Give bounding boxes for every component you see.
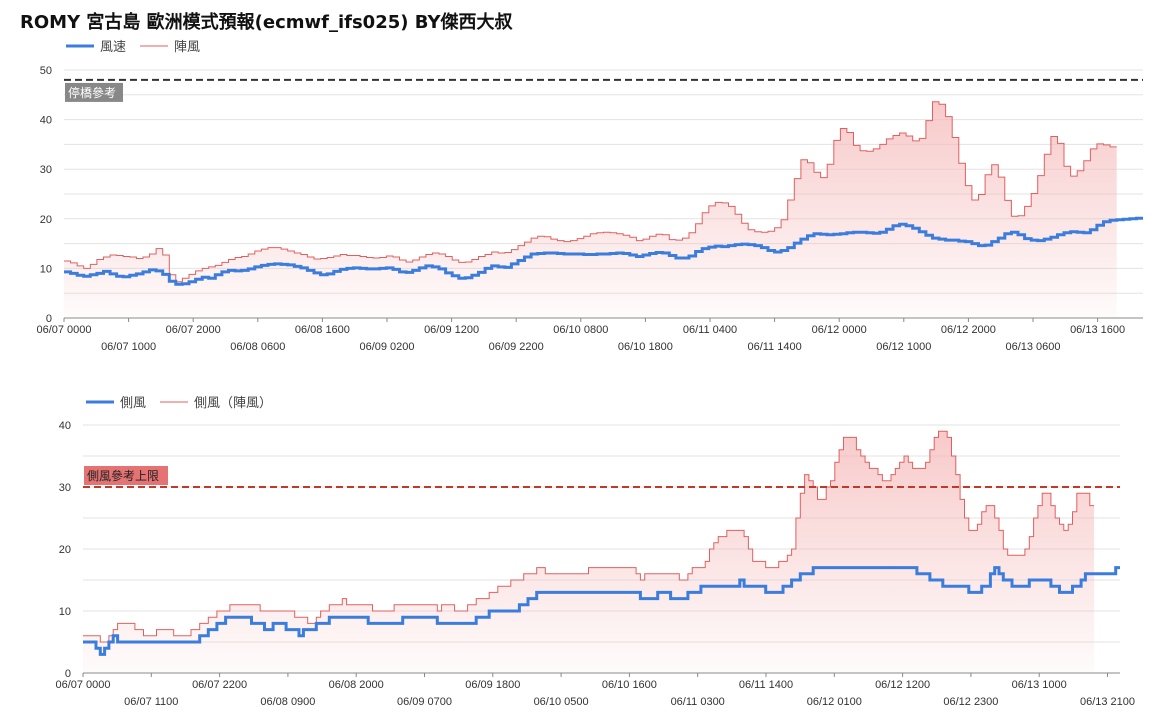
y-tick-label: 20	[40, 214, 52, 226]
x-tick-label: 06/11 1400	[747, 341, 801, 353]
x-tick-label: 06/09 0200	[359, 341, 414, 353]
legend-label-0-base: 風速	[100, 40, 126, 55]
x-tick-label: 06/13 2100	[1080, 696, 1135, 708]
reference-label-bg	[84, 466, 168, 485]
x-tick-label: 06/11 0300	[671, 696, 725, 708]
x-tick-label: 06/08 2000	[329, 679, 384, 691]
x-tick-label: 06/07 0000	[55, 679, 110, 691]
x-tick-label: 06/12 1200	[875, 679, 930, 691]
y-tick-label: 30	[59, 482, 71, 494]
y-tick-label: 50	[40, 65, 52, 77]
x-tick-label: 06/08 0600	[230, 341, 285, 353]
page-title: ROMY 宮古島 歐洲模式預報(ecmwf_ifs025) BY傑西大叔	[20, 12, 513, 33]
x-tick-label: 06/09 0700	[397, 696, 452, 708]
x-tick-label: 06/12 2000	[941, 324, 996, 336]
reference-label-bg	[65, 82, 123, 102]
reference-label: 側風參考上限	[87, 468, 159, 483]
x-tick-label: 06/12 0000	[812, 324, 867, 336]
x-tick-label: 06/10 1600	[602, 679, 657, 691]
y-tick-label: 0	[46, 313, 52, 325]
x-tick-label: 06/12 1000	[876, 341, 931, 353]
gust-series-line	[64, 101, 1117, 283]
y-tick-label: 40	[40, 115, 52, 127]
x-tick-label: 06/07 1000	[101, 341, 156, 353]
x-tick-label: 06/07 2000	[166, 324, 221, 336]
legend-label-1-gust: 側風（陣風）	[194, 396, 272, 411]
x-tick-label: 06/07 1100	[124, 696, 178, 708]
y-tick-label: 10	[59, 606, 71, 618]
gust-area-fill	[83, 431, 1095, 673]
x-tick-label: 06/10 0800	[553, 324, 608, 336]
y-tick-label: 40	[59, 420, 71, 432]
base-series-line	[83, 566, 1120, 656]
x-tick-label: 06/08 0900	[260, 696, 315, 708]
x-tick-label: 06/13 0600	[1005, 341, 1060, 353]
x-tick-label: 06/12 0100	[807, 696, 862, 708]
y-tick-label: 0	[65, 668, 71, 680]
legend-label-1-base: 側風	[120, 396, 146, 411]
y-tick-label: 20	[59, 544, 71, 556]
x-tick-label: 06/12 2300	[943, 696, 998, 708]
x-tick-label: 06/09 1800	[465, 679, 520, 691]
x-tick-label: 06/09 2200	[489, 341, 544, 353]
x-tick-label: 06/11 1400	[739, 679, 793, 691]
x-tick-label: 06/10 0500	[534, 696, 589, 708]
y-tick-label: 10	[40, 263, 52, 275]
x-tick-label: 06/10 1800	[618, 341, 673, 353]
gust-area-fill	[64, 101, 1117, 318]
gust-series-line	[83, 430, 1095, 643]
x-tick-label: 06/11 0400	[683, 324, 737, 336]
x-tick-label: 06/07 0000	[36, 324, 91, 336]
x-tick-label: 06/08 1600	[295, 324, 350, 336]
legend-label-0-gust: 陣風	[174, 40, 200, 55]
y-tick-label: 30	[40, 164, 52, 176]
wind-speed-chart: 風速 陣風 0 10 20 30 40 50 停橋參考 06/07 0000 06/07 1000 0…	[36, 40, 1143, 353]
reference-label: 停橋參考	[68, 85, 116, 100]
base-series-line	[64, 216, 1143, 286]
x-tick-label: 06/07 2200	[192, 679, 247, 691]
x-tick-label: 06/13 1000	[1012, 679, 1067, 691]
x-tick-label: 06/13 1600	[1070, 324, 1125, 336]
crosswind-chart: 側風 側風（陣風） 0 10 20 30 40 側風參考上限 06/07 0000 06/07 1…	[55, 396, 1135, 708]
x-tick-label: 06/09 1200	[424, 324, 479, 336]
